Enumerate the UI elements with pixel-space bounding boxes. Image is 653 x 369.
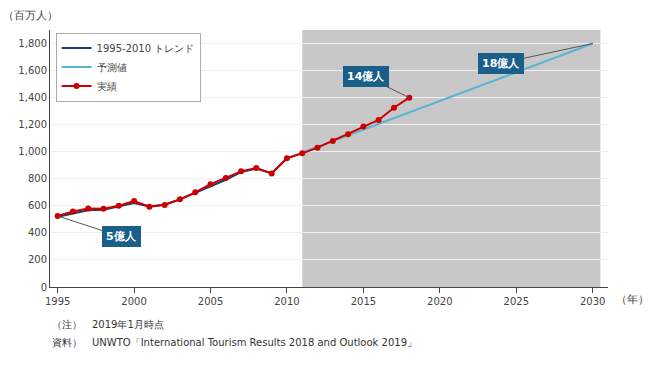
svg-text:800: 800: [28, 173, 47, 184]
svg-text:0: 0: [41, 282, 47, 293]
svg-text:200: 200: [28, 254, 47, 265]
svg-text:（百万人）: （百万人）: [3, 9, 58, 22]
svg-text:1,200: 1,200: [18, 119, 47, 130]
svg-text:2020: 2020: [427, 296, 452, 307]
svg-text:2015: 2015: [351, 296, 376, 307]
svg-text:1,400: 1,400: [18, 92, 47, 103]
svg-text:1,800: 1,800: [18, 38, 47, 49]
svg-text:5億人: 5億人: [106, 230, 137, 243]
svg-text:2000: 2000: [121, 296, 146, 307]
svg-text:14億人: 14億人: [347, 70, 385, 83]
svg-text:予測値: 予測値: [97, 62, 127, 73]
svg-text:2005: 2005: [198, 296, 223, 307]
svg-text:600: 600: [28, 200, 47, 211]
svg-text:400: 400: [28, 227, 47, 238]
svg-text:2025: 2025: [504, 296, 529, 307]
svg-text:（注） 2019年1月時点: （注） 2019年1月時点: [52, 319, 164, 330]
svg-text:1995-2010 トレンド: 1995-2010 トレンド: [97, 43, 195, 54]
svg-text:1,000: 1,000: [18, 146, 47, 157]
svg-text:実績: 実績: [97, 81, 117, 92]
svg-text:18億人: 18億人: [482, 57, 520, 70]
svg-text:2030: 2030: [580, 296, 605, 307]
svg-text:1,600: 1,600: [18, 65, 47, 76]
svg-text:2010: 2010: [274, 296, 299, 307]
svg-text:資料） UNWTO「International Touris: 資料） UNWTO「International Tourism Results …: [52, 337, 417, 348]
svg-text:（年）: （年）: [616, 293, 649, 306]
svg-text:1995: 1995: [45, 296, 70, 307]
